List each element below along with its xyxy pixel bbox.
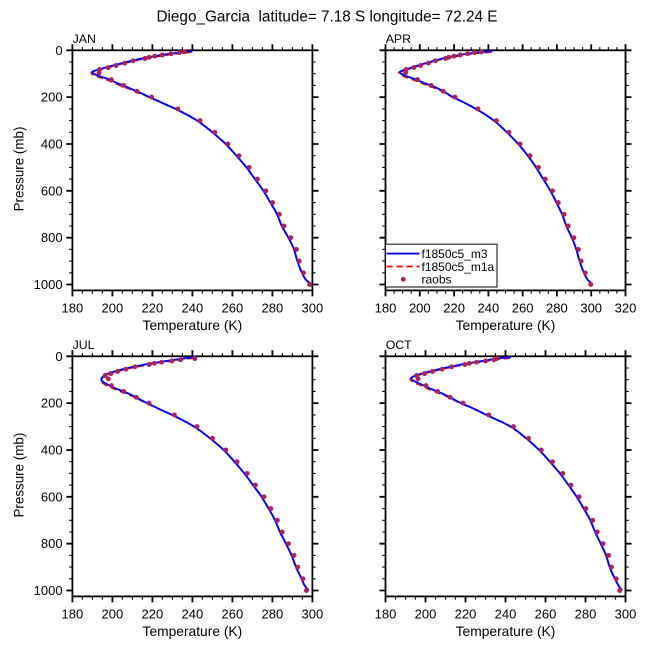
svg-text:f1850c5_m1a: f1850c5_m1a bbox=[422, 260, 495, 274]
svg-text:280: 280 bbox=[262, 301, 284, 316]
svg-text:raobs: raobs bbox=[422, 273, 452, 287]
svg-text:200: 200 bbox=[102, 607, 124, 622]
svg-text:200: 200 bbox=[102, 301, 124, 316]
svg-text:280: 280 bbox=[262, 607, 284, 622]
svg-text:800: 800 bbox=[41, 230, 63, 245]
svg-text:300: 300 bbox=[615, 607, 637, 622]
svg-text:300: 300 bbox=[302, 607, 324, 622]
svg-text:OCT: OCT bbox=[386, 338, 412, 352]
svg-text:Temperature (K): Temperature (K) bbox=[143, 318, 243, 333]
svg-text:260: 260 bbox=[222, 607, 244, 622]
svg-text:200: 200 bbox=[409, 301, 431, 316]
svg-text:0: 0 bbox=[55, 349, 62, 364]
svg-text:260: 260 bbox=[222, 301, 244, 316]
svg-text:0: 0 bbox=[55, 43, 62, 58]
svg-text:320: 320 bbox=[615, 301, 637, 316]
svg-text:Diego_Garcia latitude= 7.18 S: Diego_Garcia latitude= 7.18 S longitude=… bbox=[156, 9, 497, 26]
svg-text:180: 180 bbox=[62, 301, 84, 316]
svg-text:Temperature (K): Temperature (K) bbox=[143, 624, 243, 639]
svg-text:220: 220 bbox=[142, 607, 164, 622]
svg-text:220: 220 bbox=[455, 607, 477, 622]
svg-text:260: 260 bbox=[535, 607, 557, 622]
svg-text:180: 180 bbox=[62, 607, 84, 622]
svg-text:240: 240 bbox=[478, 301, 500, 316]
svg-text:240: 240 bbox=[182, 607, 204, 622]
svg-text:APR: APR bbox=[386, 32, 411, 46]
svg-text:220: 220 bbox=[142, 301, 164, 316]
svg-text:400: 400 bbox=[41, 137, 63, 152]
svg-text:200: 200 bbox=[41, 396, 63, 411]
svg-text:JUL: JUL bbox=[73, 338, 95, 352]
svg-text:Pressure (mb): Pressure (mb) bbox=[12, 127, 27, 212]
svg-text:Temperature (K): Temperature (K) bbox=[456, 624, 556, 639]
svg-text:f1850c5_m3: f1850c5_m3 bbox=[422, 247, 488, 261]
svg-text:180: 180 bbox=[375, 607, 397, 622]
svg-text:400: 400 bbox=[41, 443, 63, 458]
svg-text:800: 800 bbox=[41, 536, 63, 551]
svg-text:240: 240 bbox=[182, 301, 204, 316]
svg-text:JAN: JAN bbox=[73, 32, 96, 46]
svg-text:1000: 1000 bbox=[34, 277, 63, 292]
svg-text:220: 220 bbox=[443, 301, 465, 316]
svg-text:1000: 1000 bbox=[34, 583, 63, 598]
svg-text:260: 260 bbox=[512, 301, 534, 316]
svg-text:600: 600 bbox=[41, 489, 63, 504]
svg-text:180: 180 bbox=[375, 301, 397, 316]
svg-text:Pressure (mb): Pressure (mb) bbox=[12, 433, 27, 518]
svg-text:240: 240 bbox=[495, 607, 517, 622]
svg-text:Temperature (K): Temperature (K) bbox=[456, 318, 556, 333]
svg-text:280: 280 bbox=[575, 607, 597, 622]
svg-text:600: 600 bbox=[41, 183, 63, 198]
svg-text:280: 280 bbox=[546, 301, 568, 316]
svg-text:200: 200 bbox=[41, 90, 63, 105]
svg-text:300: 300 bbox=[302, 301, 324, 316]
svg-text:300: 300 bbox=[580, 301, 602, 316]
svg-text:200: 200 bbox=[415, 607, 437, 622]
